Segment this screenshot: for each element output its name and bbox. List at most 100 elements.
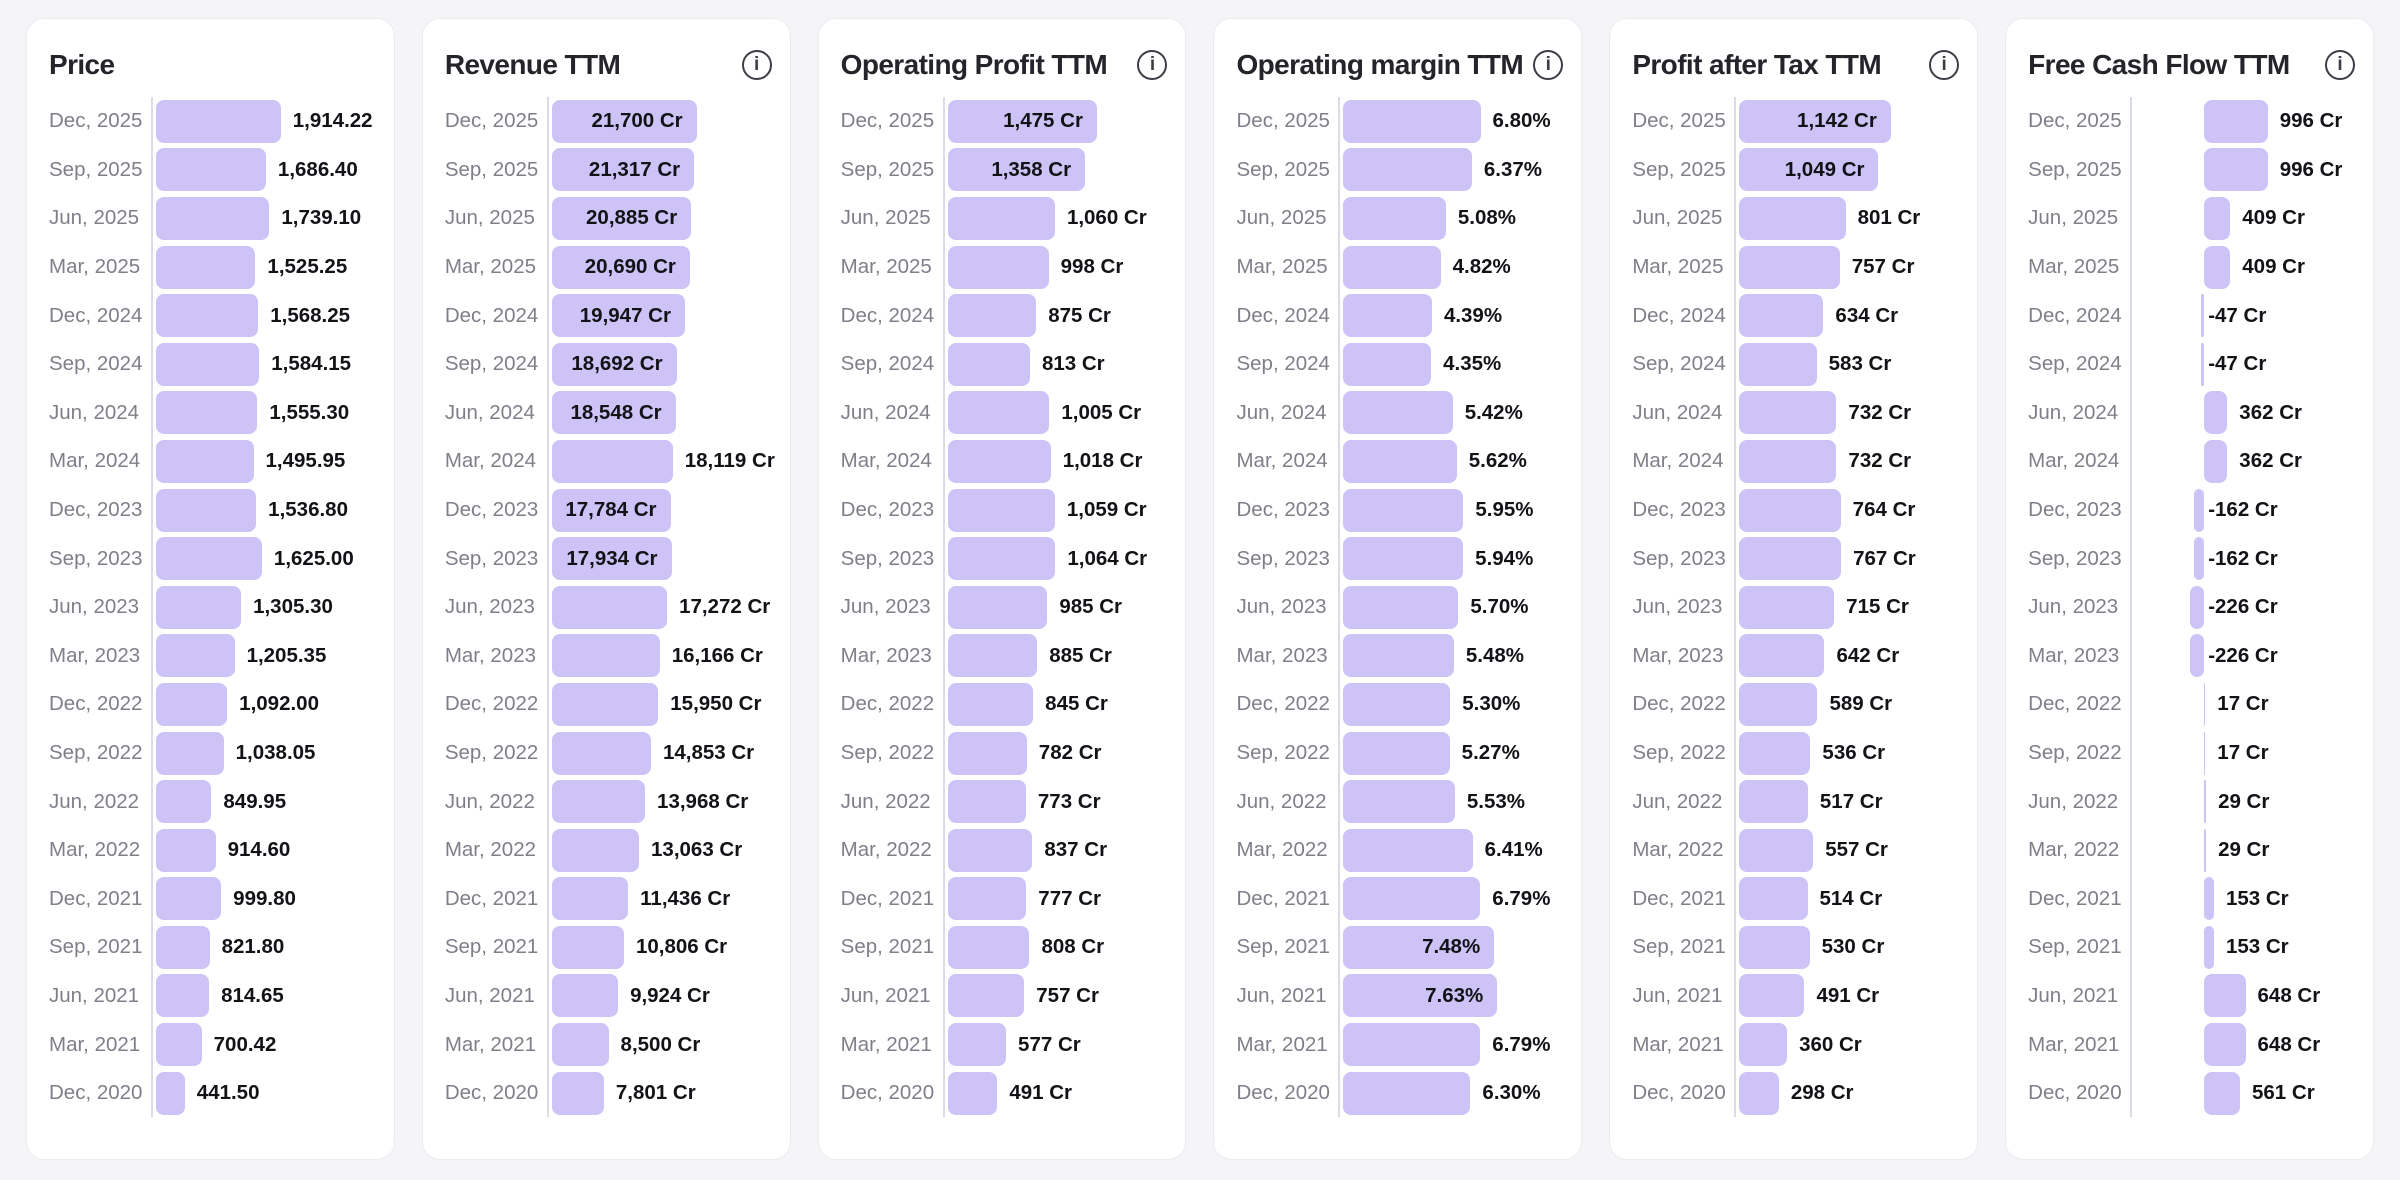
value-bar[interactable]: [1739, 439, 1837, 483]
value-bar[interactable]: [551, 294, 685, 338]
value-bar[interactable]: [947, 1023, 1007, 1067]
value-bar[interactable]: [1739, 196, 1846, 240]
value-bar[interactable]: [1343, 99, 1481, 143]
value-bar[interactable]: [2189, 585, 2205, 629]
value-bar[interactable]: [156, 925, 210, 969]
value-bar[interactable]: [1739, 488, 1841, 532]
value-bar[interactable]: [2201, 342, 2205, 386]
value-bar[interactable]: [2204, 148, 2268, 192]
value-bar[interactable]: [947, 828, 1033, 872]
value-bar[interactable]: [947, 780, 1026, 824]
value-bar[interactable]: [1739, 925, 1810, 969]
value-bar[interactable]: [1343, 196, 1446, 240]
value-bar[interactable]: [1739, 780, 1808, 824]
value-bar[interactable]: [1739, 877, 1808, 921]
value-bar[interactable]: [947, 877, 1027, 921]
value-bar[interactable]: [1739, 148, 1879, 192]
value-bar[interactable]: [1739, 634, 1825, 678]
value-bar[interactable]: [1343, 877, 1481, 921]
value-bar[interactable]: [156, 780, 212, 824]
value-bar[interactable]: [1343, 974, 1498, 1018]
value-bar[interactable]: [1343, 1071, 1471, 1115]
value-bar[interactable]: [156, 1071, 185, 1115]
value-bar[interactable]: [156, 488, 257, 532]
value-bar[interactable]: [156, 391, 258, 435]
value-bar[interactable]: [1343, 488, 1464, 532]
value-bar[interactable]: [551, 537, 672, 581]
value-bar[interactable]: [1343, 682, 1451, 726]
value-bar[interactable]: [551, 391, 676, 435]
value-bar[interactable]: [2204, 780, 2207, 824]
value-bar[interactable]: [156, 585, 242, 629]
value-bar[interactable]: [947, 148, 1086, 192]
value-bar[interactable]: [1343, 731, 1450, 775]
info-icon[interactable]: i: [741, 50, 772, 80]
value-bar[interactable]: [551, 780, 646, 824]
value-bar[interactable]: [1343, 439, 1457, 483]
value-bar[interactable]: [1739, 342, 1817, 386]
value-bar[interactable]: [156, 99, 281, 143]
value-bar[interactable]: [2204, 828, 2207, 872]
value-bar[interactable]: [551, 682, 659, 726]
info-icon[interactable]: i: [1533, 50, 1564, 80]
value-bar[interactable]: [1343, 391, 1453, 435]
value-bar[interactable]: [1343, 294, 1432, 338]
value-bar[interactable]: [1739, 1023, 1788, 1067]
value-bar[interactable]: [1739, 1071, 1779, 1115]
value-bar[interactable]: [551, 148, 695, 192]
value-bar[interactable]: [2204, 196, 2231, 240]
value-bar[interactable]: [947, 585, 1048, 629]
value-bar[interactable]: [947, 342, 1030, 386]
value-bar[interactable]: [947, 196, 1055, 240]
value-bar[interactable]: [1739, 391, 1837, 435]
value-bar[interactable]: [156, 634, 235, 678]
value-bar[interactable]: [2204, 1023, 2246, 1067]
value-bar[interactable]: [1739, 585, 1835, 629]
value-bar[interactable]: [947, 682, 1034, 726]
value-bar[interactable]: [947, 974, 1025, 1018]
value-bar[interactable]: [1343, 148, 1472, 192]
value-bar[interactable]: [2204, 439, 2228, 483]
value-bar[interactable]: [1739, 99, 1891, 143]
value-bar[interactable]: [947, 1071, 998, 1115]
value-bar[interactable]: [156, 974, 210, 1018]
value-bar[interactable]: [2204, 245, 2231, 289]
value-bar[interactable]: [551, 245, 690, 289]
value-bar[interactable]: [1739, 974, 1805, 1018]
value-bar[interactable]: [2204, 1071, 2240, 1115]
info-icon[interactable]: i: [1137, 50, 1168, 80]
value-bar[interactable]: [1739, 682, 1818, 726]
value-bar[interactable]: [551, 731, 651, 775]
value-bar[interactable]: [156, 196, 270, 240]
value-bar[interactable]: [1739, 245, 1840, 289]
value-bar[interactable]: [551, 1071, 604, 1115]
value-bar[interactable]: [947, 634, 1038, 678]
value-bar[interactable]: [156, 731, 224, 775]
value-bar[interactable]: [156, 148, 266, 192]
value-bar[interactable]: [947, 294, 1037, 338]
value-bar[interactable]: [947, 731, 1027, 775]
value-bar[interactable]: [947, 245, 1049, 289]
value-bar[interactable]: [551, 974, 619, 1018]
info-icon[interactable]: i: [1929, 50, 1960, 80]
value-bar[interactable]: [156, 828, 216, 872]
value-bar[interactable]: [551, 196, 692, 240]
value-bar[interactable]: [2189, 634, 2205, 678]
value-bar[interactable]: [156, 682, 228, 726]
value-bar[interactable]: [1343, 342, 1432, 386]
value-bar[interactable]: [2204, 391, 2228, 435]
value-bar[interactable]: [947, 925, 1030, 969]
value-bar[interactable]: [551, 634, 660, 678]
value-bar[interactable]: [2204, 877, 2214, 921]
value-bar[interactable]: [551, 439, 673, 483]
value-bar[interactable]: [2204, 731, 2206, 775]
value-bar[interactable]: [947, 488, 1055, 532]
value-bar[interactable]: [156, 439, 254, 483]
value-bar[interactable]: [156, 342, 260, 386]
value-bar[interactable]: [947, 439, 1051, 483]
value-bar[interactable]: [1739, 731, 1811, 775]
value-bar[interactable]: [1343, 585, 1459, 629]
value-bar[interactable]: [551, 585, 668, 629]
value-bar[interactable]: [156, 877, 222, 921]
value-bar[interactable]: [947, 391, 1050, 435]
